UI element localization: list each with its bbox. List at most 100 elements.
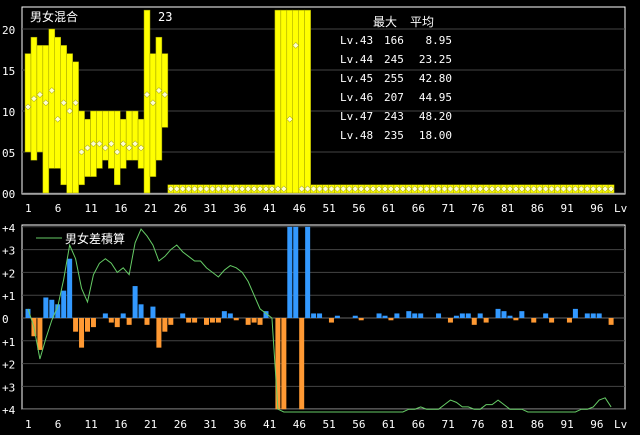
- bottom-y-tick: +3: [2, 381, 15, 394]
- average-marker: [191, 185, 198, 193]
- top-x-axis-ticks: 1 6 11 16 21 26 31 36 41 46 51 56 61 66 71 76 81 86 91 96 Lv: [25, 202, 628, 215]
- average-marker: [161, 91, 169, 98]
- average-marker: [524, 185, 532, 193]
- diff-bar-positive: [334, 315, 340, 318]
- average-marker: [274, 185, 282, 193]
- stats-row-level: Lv.47: [340, 110, 373, 123]
- diff-bar-negative: [531, 318, 537, 323]
- average-marker: [179, 185, 187, 193]
- diff-bar-positive: [221, 311, 227, 318]
- diff-bar-negative: [299, 318, 305, 410]
- x-tick: 61: [382, 418, 395, 431]
- average-marker: [250, 185, 258, 193]
- top-bar: [24, 53, 32, 153]
- average-marker: [66, 107, 74, 115]
- stats-row-max: 207: [384, 91, 404, 104]
- bottom-y-tick: +1: [2, 336, 15, 349]
- average-marker: [232, 185, 240, 193]
- x-tick: 56: [352, 418, 365, 431]
- top-bar: [292, 9, 299, 194]
- x-tick: 46: [293, 418, 306, 431]
- average-marker: [155, 87, 163, 94]
- diff-bar-positive: [67, 258, 73, 318]
- bottom-diff-bars: [25, 226, 614, 410]
- average-marker: [530, 185, 538, 193]
- average-marker: [24, 103, 32, 111]
- average-marker: [322, 185, 329, 193]
- top-bar: [48, 28, 56, 169]
- bottom-chart-frame: [21, 224, 626, 410]
- average-marker: [500, 185, 508, 193]
- x-tick: 1: [25, 418, 32, 431]
- top-bars: [24, 9, 615, 194]
- top-bar: [280, 9, 288, 194]
- top-bar: [72, 61, 79, 194]
- diff-bar-positive: [596, 313, 602, 318]
- average-marker: [387, 185, 395, 193]
- average-marker: [417, 185, 425, 193]
- average-marker: [601, 185, 609, 193]
- average-marker: [167, 185, 175, 193]
- cumulative-line: [27, 228, 612, 413]
- average-marker: [42, 99, 50, 107]
- diff-bar-negative: [275, 318, 281, 410]
- diff-bar-positive: [102, 313, 108, 318]
- average-marker: [149, 99, 157, 107]
- diff-bar-positive: [382, 315, 388, 318]
- diff-bar-negative: [192, 318, 198, 323]
- diff-bar-positive: [519, 311, 525, 318]
- diff-bar-positive: [465, 313, 471, 318]
- top-y-tick: 20: [2, 24, 15, 37]
- average-marker: [458, 185, 466, 193]
- average-marker: [107, 140, 115, 148]
- average-marker: [441, 185, 448, 193]
- diff-bar-negative: [447, 318, 453, 323]
- bottom-y-tick: 0: [2, 313, 9, 326]
- diff-bar-negative: [549, 318, 555, 323]
- diff-bar-negative: [358, 318, 364, 321]
- diff-bar-positive: [394, 313, 400, 318]
- top-bar: [274, 9, 282, 194]
- diff-bar-positive: [412, 313, 418, 318]
- x-tick: 16: [114, 202, 127, 215]
- average-marker: [363, 185, 371, 193]
- average-marker: [316, 185, 323, 193]
- average-marker: [482, 185, 490, 193]
- bottom-gridlines: [22, 226, 625, 410]
- average-marker: [375, 185, 383, 193]
- average-marker: [256, 185, 264, 193]
- diff-bar-positive: [572, 308, 578, 318]
- top-chart-title: 男女混合: [30, 9, 78, 24]
- average-marker: [328, 185, 335, 193]
- diff-bar-positive: [120, 313, 126, 318]
- x-tick: 21: [144, 202, 157, 215]
- average-marker: [405, 185, 413, 193]
- diff-bar-positive: [132, 286, 138, 318]
- top-bar: [60, 45, 67, 186]
- average-marker: [113, 148, 121, 156]
- stats-row-max: 166: [384, 34, 404, 47]
- average-marker: [137, 144, 145, 152]
- stats-rows: Lv.43 166 8.95 Lv.44 245 23.25 Lv.45 255 42.80 Lv…: [340, 34, 452, 142]
- diff-bar-negative: [114, 318, 120, 328]
- average-marker: [268, 185, 276, 193]
- diff-bar-negative: [209, 318, 215, 323]
- stats-row-max: 243: [384, 110, 404, 123]
- average-marker: [607, 185, 615, 193]
- x-tick: 11: [85, 202, 98, 215]
- diff-bar-positive: [287, 226, 293, 318]
- average-marker: [119, 140, 127, 148]
- x-tick: 96: [590, 202, 603, 215]
- bottom-y-tick: +2: [2, 267, 15, 280]
- diff-bar-positive: [150, 306, 156, 318]
- x-tick: 36: [233, 418, 246, 431]
- x-tick: 6: [55, 418, 62, 431]
- diff-bar-negative: [108, 318, 114, 323]
- diff-bar-positive: [590, 313, 596, 318]
- diff-bar-negative: [245, 318, 251, 325]
- average-marker: [369, 185, 377, 193]
- x-tick: 81: [501, 202, 514, 215]
- x-tick: 86: [531, 202, 544, 215]
- diff-bar-negative: [257, 318, 263, 325]
- average-marker: [357, 185, 365, 193]
